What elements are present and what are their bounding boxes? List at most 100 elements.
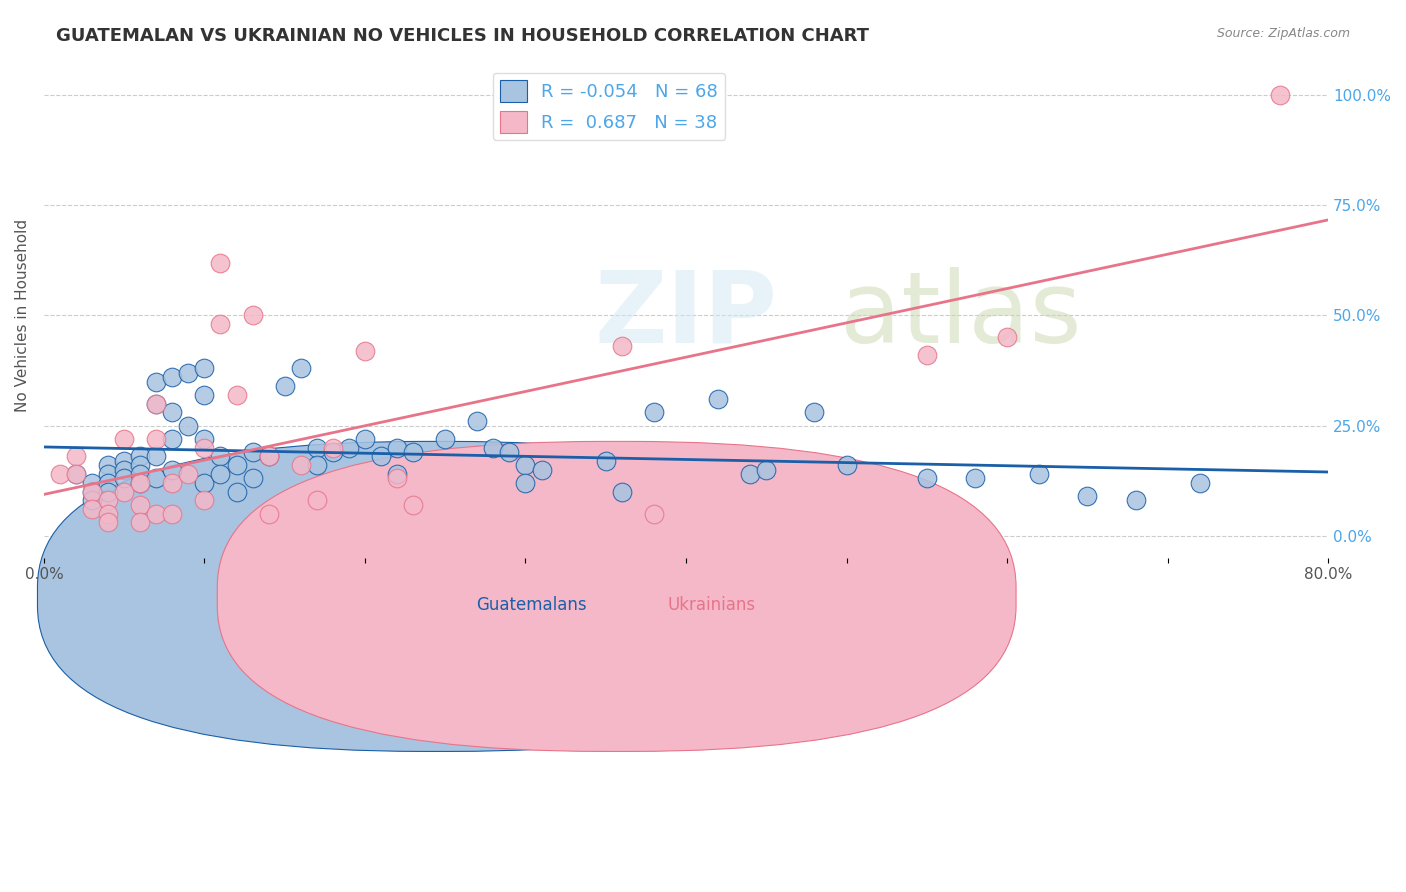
Point xyxy=(465,414,488,428)
Point xyxy=(97,467,120,481)
Point xyxy=(112,471,135,485)
Point xyxy=(242,309,264,323)
Point xyxy=(162,370,184,384)
Point xyxy=(402,498,425,512)
Point xyxy=(145,432,167,446)
Point xyxy=(145,396,167,410)
Point xyxy=(498,445,520,459)
Point xyxy=(65,467,87,481)
Point xyxy=(835,458,858,473)
Point xyxy=(129,475,152,490)
Point xyxy=(177,467,200,481)
Point xyxy=(515,458,537,473)
FancyBboxPatch shape xyxy=(38,442,837,751)
Point xyxy=(193,388,215,402)
Point xyxy=(1028,467,1050,481)
Point xyxy=(225,388,247,402)
Point xyxy=(145,450,167,464)
Point xyxy=(257,450,280,464)
Point xyxy=(97,516,120,530)
Text: ZIP: ZIP xyxy=(595,267,778,364)
Point xyxy=(145,375,167,389)
Point xyxy=(97,475,120,490)
Point xyxy=(257,507,280,521)
Point xyxy=(177,418,200,433)
Point xyxy=(915,348,938,362)
Point xyxy=(707,392,730,406)
Point xyxy=(273,379,295,393)
Point xyxy=(162,405,184,419)
Point xyxy=(80,493,103,508)
Point xyxy=(97,484,120,499)
Point xyxy=(177,366,200,380)
Point xyxy=(322,441,344,455)
Point xyxy=(305,493,328,508)
Point xyxy=(162,432,184,446)
Point xyxy=(610,339,633,353)
Point xyxy=(80,502,103,516)
Point xyxy=(112,484,135,499)
Point xyxy=(290,458,312,473)
Text: Ukrainians: Ukrainians xyxy=(668,597,756,615)
Point xyxy=(482,441,505,455)
Point xyxy=(257,450,280,464)
Point xyxy=(322,445,344,459)
Point xyxy=(434,432,457,446)
Point xyxy=(1125,493,1147,508)
Text: atlas: atlas xyxy=(841,267,1081,364)
Point xyxy=(963,471,986,485)
Point xyxy=(145,507,167,521)
Point xyxy=(129,516,152,530)
Text: GUATEMALAN VS UKRAINIAN NO VEHICLES IN HOUSEHOLD CORRELATION CHART: GUATEMALAN VS UKRAINIAN NO VEHICLES IN H… xyxy=(56,27,869,45)
Point xyxy=(515,475,537,490)
Point xyxy=(49,467,72,481)
Point xyxy=(80,484,103,499)
Point xyxy=(162,507,184,521)
Point xyxy=(915,471,938,485)
Point xyxy=(1188,475,1211,490)
Point xyxy=(755,462,778,476)
Point xyxy=(80,484,103,499)
Point xyxy=(162,475,184,490)
Point xyxy=(162,462,184,476)
Point xyxy=(242,445,264,459)
Point xyxy=(643,405,665,419)
Point xyxy=(610,484,633,499)
Text: Source: ZipAtlas.com: Source: ZipAtlas.com xyxy=(1216,27,1350,40)
Point xyxy=(112,462,135,476)
Point xyxy=(97,458,120,473)
Point xyxy=(225,458,247,473)
Point xyxy=(112,432,135,446)
Point xyxy=(305,458,328,473)
Point xyxy=(385,471,408,485)
Point xyxy=(80,475,103,490)
Point xyxy=(803,405,825,419)
Point xyxy=(65,467,87,481)
Point xyxy=(193,441,215,455)
Point xyxy=(354,432,377,446)
Point xyxy=(209,255,232,269)
Point xyxy=(1268,88,1291,103)
Point xyxy=(370,450,392,464)
Point xyxy=(145,471,167,485)
Point xyxy=(209,450,232,464)
Point xyxy=(305,441,328,455)
Point xyxy=(337,441,360,455)
Point xyxy=(97,493,120,508)
Point xyxy=(129,458,152,473)
Point xyxy=(995,330,1018,344)
Point xyxy=(65,450,87,464)
Text: Guatemalans: Guatemalans xyxy=(477,597,588,615)
Point xyxy=(740,467,762,481)
Point xyxy=(530,462,553,476)
Point xyxy=(129,498,152,512)
Point xyxy=(145,396,167,410)
Point xyxy=(385,441,408,455)
Point xyxy=(354,343,377,358)
Y-axis label: No Vehicles in Household: No Vehicles in Household xyxy=(15,219,30,412)
Point xyxy=(193,361,215,376)
Point xyxy=(209,318,232,332)
Point xyxy=(129,475,152,490)
Point xyxy=(225,484,247,499)
Point xyxy=(385,467,408,481)
